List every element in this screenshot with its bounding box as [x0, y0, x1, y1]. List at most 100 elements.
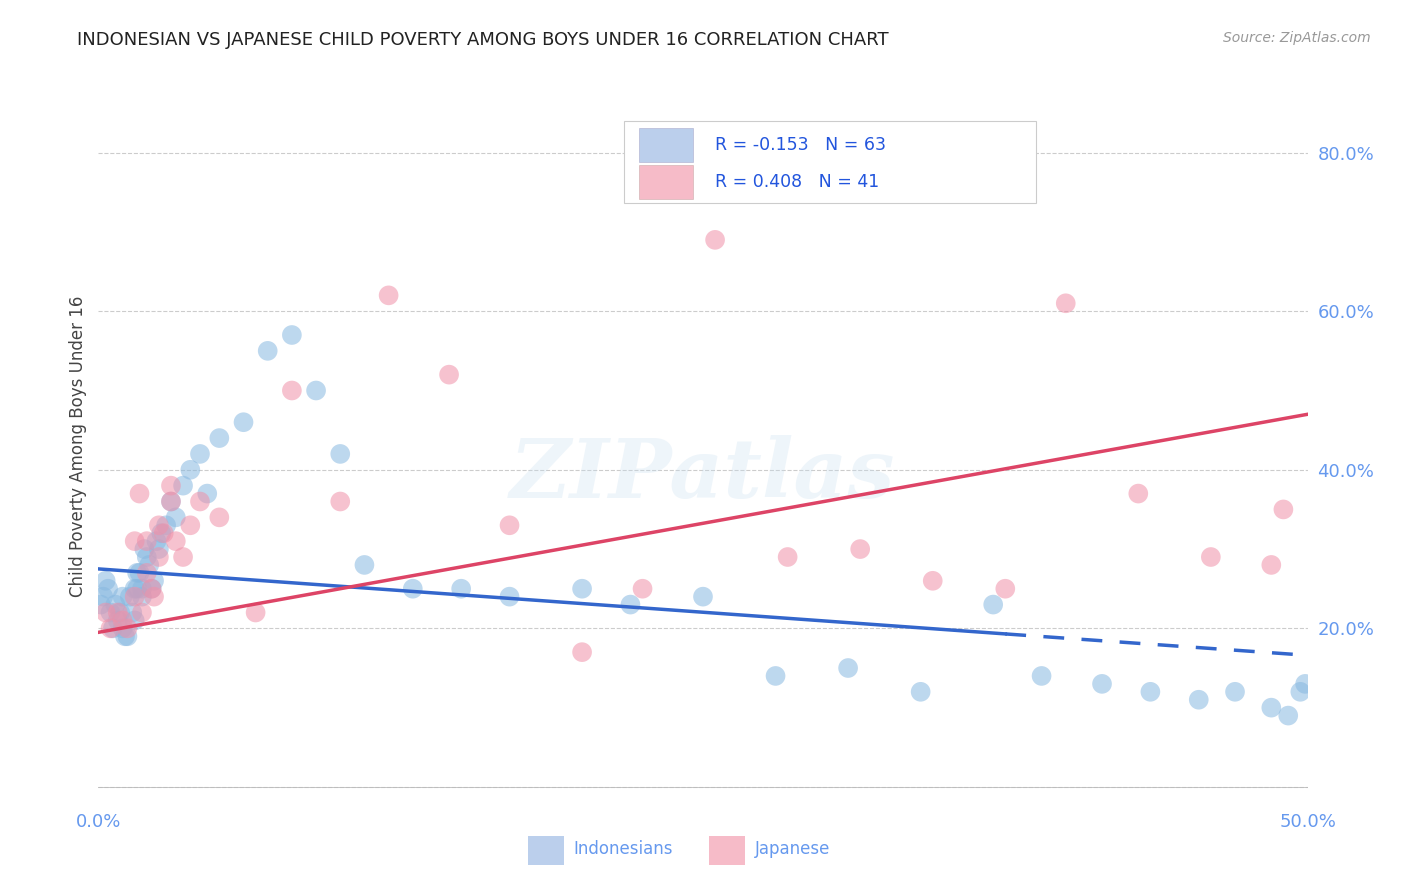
Text: INDONESIAN VS JAPANESE CHILD POVERTY AMONG BOYS UNDER 16 CORRELATION CHART: INDONESIAN VS JAPANESE CHILD POVERTY AMO… [77, 31, 889, 49]
Point [160, 494, 183, 508]
Point [128, 566, 150, 580]
Point [179, 518, 201, 533]
Point [1128, 486, 1150, 500]
Point [124, 614, 146, 628]
Point [141, 582, 163, 596]
Point [849, 542, 872, 557]
Point [152, 526, 174, 541]
Point [111, 621, 134, 635]
Point [837, 661, 859, 675]
Point [910, 685, 932, 699]
Point [97, 582, 120, 596]
Point [127, 566, 149, 580]
Point [145, 534, 167, 549]
Point [188, 447, 211, 461]
Point [118, 590, 141, 604]
Point [245, 606, 267, 620]
Text: Indonesians: Indonesians [574, 840, 673, 858]
Point [765, 669, 787, 683]
Point [402, 582, 425, 596]
Point [1188, 692, 1211, 706]
Point [305, 384, 328, 398]
Point [981, 598, 1004, 612]
Point [776, 549, 799, 564]
Point [121, 606, 143, 620]
Point [1223, 685, 1246, 699]
Point [90, 598, 112, 612]
Point [165, 534, 187, 549]
Point [994, 582, 1017, 596]
Point [619, 598, 641, 612]
Point [281, 384, 304, 398]
Point [111, 590, 134, 604]
Point [131, 590, 153, 604]
Point [124, 534, 146, 549]
Point [148, 549, 170, 564]
Point [329, 447, 352, 461]
Point [195, 486, 218, 500]
Point [94, 574, 117, 588]
Point [498, 590, 520, 604]
Text: ZIPatlas: ZIPatlas [510, 434, 896, 515]
Point [100, 621, 122, 635]
Point [104, 598, 127, 612]
Point [143, 574, 166, 588]
Point [172, 549, 194, 564]
Point [692, 590, 714, 604]
Point [571, 582, 593, 596]
Point [188, 494, 211, 508]
FancyBboxPatch shape [527, 837, 564, 865]
FancyBboxPatch shape [709, 837, 745, 865]
Point [1289, 685, 1312, 699]
Point [135, 549, 157, 564]
Point [1139, 685, 1161, 699]
Point [128, 486, 150, 500]
Point [127, 582, 149, 596]
Point [94, 606, 117, 620]
Point [124, 582, 146, 596]
Point [117, 621, 139, 635]
Point [179, 463, 201, 477]
Point [921, 574, 943, 588]
Point [155, 518, 177, 533]
Point [114, 629, 136, 643]
Point [165, 510, 187, 524]
Y-axis label: Child Poverty Among Boys Under 16: Child Poverty Among Boys Under 16 [69, 295, 87, 597]
Point [100, 606, 122, 620]
Point [135, 566, 157, 580]
Point [138, 558, 160, 572]
Point [135, 534, 157, 549]
Point [1091, 677, 1114, 691]
FancyBboxPatch shape [638, 165, 693, 199]
Point [1199, 549, 1222, 564]
Point [148, 518, 170, 533]
Text: R = -0.153   N = 63: R = -0.153 N = 63 [716, 136, 886, 153]
Point [377, 288, 399, 302]
Point [498, 518, 520, 533]
Point [232, 415, 254, 429]
Point [91, 590, 114, 604]
Point [631, 582, 654, 596]
Point [150, 526, 173, 541]
Point [256, 343, 278, 358]
FancyBboxPatch shape [624, 121, 1035, 203]
Point [101, 621, 124, 635]
Point [117, 629, 139, 643]
Point [437, 368, 460, 382]
Point [131, 606, 153, 620]
FancyBboxPatch shape [638, 128, 693, 162]
Point [108, 606, 131, 620]
Point [160, 494, 183, 508]
Point [107, 606, 129, 620]
Point [172, 478, 194, 492]
Point [134, 542, 156, 557]
Point [111, 614, 134, 628]
Point [141, 582, 163, 596]
Point [704, 233, 727, 247]
Point [131, 582, 153, 596]
Point [208, 510, 231, 524]
Point [1277, 708, 1299, 723]
Point [124, 590, 146, 604]
Point [353, 558, 375, 572]
Text: Japanese: Japanese [755, 840, 831, 858]
